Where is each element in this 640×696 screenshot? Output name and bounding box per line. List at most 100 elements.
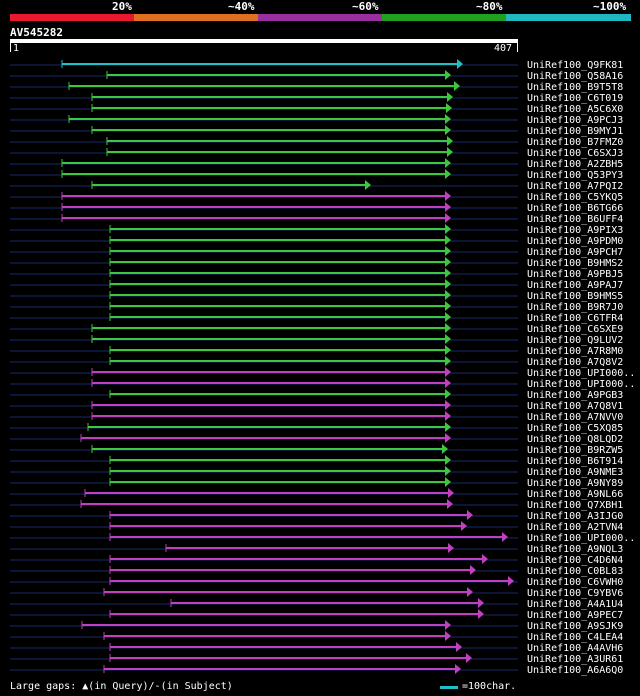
hit-row[interactable]: UniRef100_Q9FK81 (10, 59, 623, 71)
hit-row[interactable]: UniRef100_C6TFR4 (10, 312, 623, 324)
hit-name-label: UniRef100_UPI000.. (527, 379, 635, 390)
hit-row[interactable]: UniRef100_B9HMS2 (10, 257, 623, 269)
hit-row[interactable]: UniRef100_A7NVV0 (10, 411, 623, 423)
hit-arrow-icon (445, 367, 451, 377)
hit-name-label: UniRef100_B7FMZ0 (527, 137, 623, 148)
hit-row[interactable]: UniRef100_A9PBJ5 (10, 268, 623, 280)
hit-name-label: UniRef100_C5XQ85 (527, 423, 623, 434)
hit-arrow-icon (447, 92, 453, 102)
legend-segment-0 (10, 14, 135, 21)
hit-row[interactable]: UniRef100_B6T914 (10, 455, 623, 467)
hit-name-label: UniRef100_A7Q8V1 (527, 401, 623, 412)
hit-arrow-icon (445, 620, 451, 630)
hit-name-label: UniRef100_A3UR61 (527, 654, 623, 665)
hit-row[interactable]: UniRef100_Q58A16 (10, 70, 623, 82)
hit-name-label: UniRef100_A9NL66 (527, 489, 623, 500)
hit-row[interactable]: UniRef100_A9PEC7 (10, 609, 623, 621)
hit-row[interactable]: UniRef100_A9NQL3 (10, 543, 623, 555)
hit-row[interactable]: UniRef100_A9PCJ3 (10, 114, 623, 126)
hit-name-label: UniRef100_A9PGB3 (527, 390, 623, 401)
hit-row[interactable]: UniRef100_C5XQ85 (10, 422, 623, 434)
hit-arrow-icon (445, 323, 451, 333)
hit-row[interactable]: UniRef100_A2ZBH5 (10, 158, 623, 170)
hit-row[interactable]: UniRef100_A6A6Q0 (10, 664, 623, 676)
hit-row[interactable]: UniRef100_C6VWH0 (10, 576, 623, 588)
hit-name-label: UniRef100_A6A6Q0 (527, 665, 623, 676)
hit-row[interactable]: UniRef100_C0BL83 (10, 565, 623, 577)
hit-row[interactable]: UniRef100_A9PIX3 (10, 224, 623, 236)
hit-name-label: UniRef100_A9PCH7 (527, 247, 623, 258)
hit-name-label: UniRef100_A4A1U4 (527, 599, 623, 610)
hit-row[interactable]: UniRef100_B9RZW5 (10, 444, 623, 456)
hit-name-label: UniRef100_C9YBV6 (527, 588, 623, 599)
hit-row[interactable]: UniRef100_A9PGB3 (10, 389, 623, 401)
hit-row[interactable]: UniRef100_Q8LQD2 (10, 433, 623, 445)
hit-row[interactable]: UniRef100_A7Q8V2 (10, 356, 623, 368)
hit-row[interactable]: UniRef100_B6UFF4 (10, 213, 623, 225)
hit-row[interactable]: UniRef100_UPI000.. (10, 532, 635, 544)
legend-segment-2 (258, 14, 383, 21)
legend-segment-3 (382, 14, 507, 21)
hit-row[interactable]: UniRef100_B9MYJ1 (10, 125, 623, 137)
hit-row[interactable]: UniRef100_B7FMZ0 (10, 136, 623, 148)
hit-row[interactable]: UniRef100_A4AVH6 (10, 642, 623, 654)
hit-arrow-icon (445, 378, 451, 388)
hit-row[interactable]: UniRef100_A5C6X0 (10, 103, 623, 115)
hit-row[interactable]: UniRef100_A3IJG0 (10, 510, 623, 522)
hit-name-label: UniRef100_A9PEC7 (527, 610, 623, 621)
hit-name-label: UniRef100_B6T914 (527, 456, 623, 467)
hit-name-label: UniRef100_A7NVV0 (527, 412, 623, 423)
legend-segment-4 (506, 14, 631, 21)
hit-row[interactable]: UniRef100_A9PAJ7 (10, 279, 623, 291)
hit-arrow-icon (445, 312, 451, 322)
hit-row[interactable]: UniRef100_A9PDM0 (10, 235, 623, 247)
hit-row[interactable]: UniRef100_C6SXJ3 (10, 147, 623, 159)
hit-row[interactable]: UniRef100_C4LEA4 (10, 631, 623, 643)
hit-row[interactable]: UniRef100_UPI000.. (10, 367, 635, 379)
hit-row[interactable]: UniRef100_A9PCH7 (10, 246, 623, 258)
hit-row[interactable]: UniRef100_C6SXE9 (10, 323, 623, 335)
hit-name-label: UniRef100_B9T5T8 (527, 82, 623, 93)
hit-row[interactable]: UniRef100_A9SJK9 (10, 620, 623, 632)
hit-row[interactable]: UniRef100_B9R7J0 (10, 301, 623, 313)
hit-arrow-icon (447, 147, 453, 157)
hit-row[interactable]: UniRef100_C6T019 (10, 92, 623, 104)
hit-name-label: UniRef100_B9HMS5 (527, 291, 623, 302)
hit-row[interactable]: UniRef100_C4D6N4 (10, 554, 623, 566)
hit-row[interactable]: UniRef100_A9NL66 (10, 488, 623, 500)
hit-row[interactable]: UniRef100_A3UR61 (10, 653, 623, 665)
hit-row[interactable]: UniRef100_A9NY89 (10, 477, 623, 489)
query-gap-marker-icon: ▲ (82, 681, 89, 692)
hit-name-label: UniRef100_A9PBJ5 (527, 269, 623, 280)
hit-row[interactable]: UniRef100_Q53PY3 (10, 169, 623, 181)
hit-row[interactable]: UniRef100_B9HMS5 (10, 290, 623, 302)
hit-row[interactable]: UniRef100_A9NME3 (10, 466, 623, 478)
hit-name-label: UniRef100_A9PCJ3 (527, 115, 623, 126)
hit-row[interactable]: UniRef100_UPI000.. (10, 378, 635, 390)
hit-name-label: UniRef100_UPI000.. (527, 368, 635, 379)
hit-row[interactable]: UniRef100_Q9LUV2 (10, 334, 623, 346)
hit-row[interactable]: UniRef100_A7R8M0 (10, 345, 623, 357)
hit-arrow-icon (482, 554, 488, 564)
hit-row[interactable]: UniRef100_C9YBV6 (10, 587, 623, 599)
hit-row[interactable]: UniRef100_C5YKQ5 (10, 191, 623, 203)
hit-name-label: UniRef100_A5C6X0 (527, 104, 623, 115)
legend-label-20: 20% (112, 0, 132, 13)
hit-row[interactable]: UniRef100_B6TG66 (10, 202, 623, 214)
hit-name-label: UniRef100_A9PDM0 (527, 236, 623, 247)
hit-arrow-icon (445, 466, 451, 476)
hit-row[interactable]: UniRef100_Q7XBH1 (10, 499, 623, 511)
hit-row[interactable]: UniRef100_A2TVN4 (10, 521, 623, 533)
hit-arrow-icon (445, 345, 451, 355)
hit-row[interactable]: UniRef100_A4A1U4 (10, 598, 623, 610)
hit-arrow-icon (467, 510, 473, 520)
hit-row[interactable]: UniRef100_B9T5T8 (10, 81, 623, 93)
hit-name-label: UniRef100_UPI000.. (527, 533, 635, 544)
hit-row[interactable]: UniRef100_A7PQI2 (10, 180, 623, 192)
legend-label-100: ~100% (593, 0, 627, 13)
hit-row[interactable]: UniRef100_A7Q8V1 (10, 400, 623, 412)
hit-arrow-icon (445, 125, 451, 135)
hit-name-label: UniRef100_B9RZW5 (527, 445, 623, 456)
subject-gap-marker-icon: - (154, 681, 161, 692)
hit-arrow-icon (502, 532, 508, 542)
